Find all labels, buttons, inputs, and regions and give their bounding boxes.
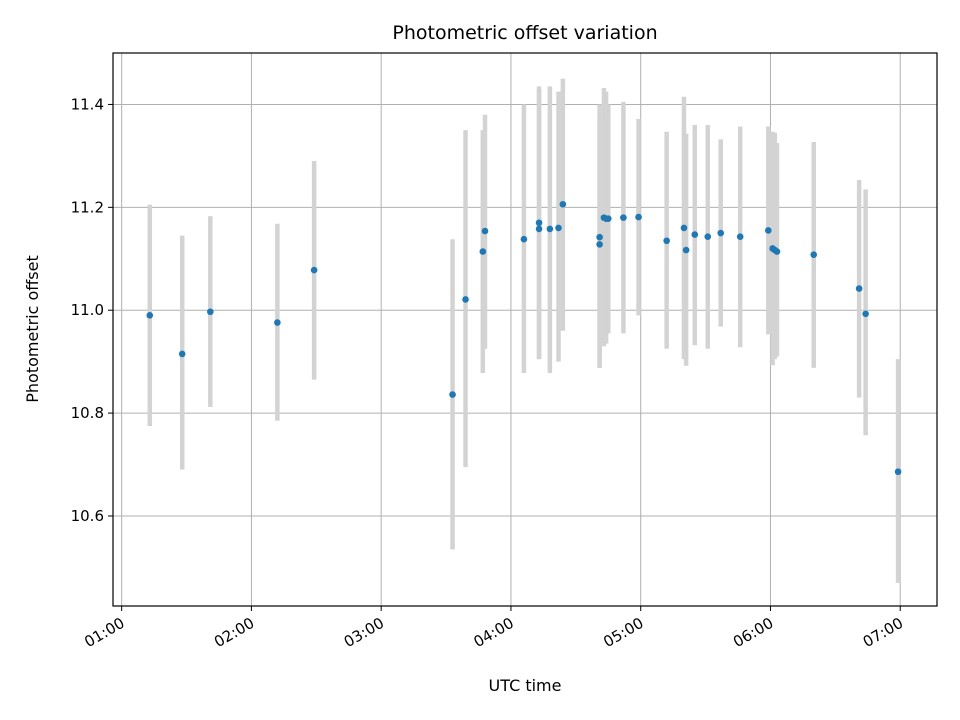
- data-point: [691, 231, 699, 238]
- data-points: [146, 200, 902, 476]
- y-tick-label: 10.6: [71, 507, 104, 525]
- data-point: [765, 227, 772, 234]
- data-point: [535, 219, 543, 227]
- data-point: [274, 319, 281, 326]
- data-point: [717, 229, 725, 237]
- y-tick-label: 11.2: [71, 198, 104, 216]
- data-point: [207, 308, 214, 316]
- data-point: [555, 224, 562, 232]
- data-point: [481, 227, 489, 235]
- data-point: [310, 266, 318, 274]
- y-axis-label: Photometric offset: [23, 255, 42, 403]
- data-point: [620, 214, 627, 221]
- data-point: [596, 241, 603, 248]
- data-point: [604, 215, 612, 222]
- chart-title: Photometric offset variation: [392, 22, 657, 44]
- x-axis-label: UTC time: [489, 676, 562, 695]
- data-point: [535, 225, 543, 233]
- data-point: [663, 237, 670, 245]
- data-point: [736, 233, 744, 240]
- data-point: [178, 350, 186, 358]
- data-point: [810, 251, 818, 258]
- data-point: [894, 468, 902, 476]
- data-point: [479, 248, 487, 255]
- data-point: [596, 233, 603, 241]
- y-axis-ticks: 10.6 10.8 11.0 11.2 11.4: [71, 95, 113, 525]
- data-point: [146, 312, 154, 319]
- data-point: [680, 224, 688, 232]
- plot-area: [112, 52, 938, 607]
- y-tick-label: 11.0: [71, 301, 104, 319]
- data-point: [546, 225, 554, 233]
- plot-frame: [112, 52, 938, 607]
- data-point: [855, 285, 863, 292]
- data-point: [862, 310, 869, 318]
- data-point: [559, 200, 567, 208]
- data-point: [449, 391, 456, 398]
- data-point: [773, 248, 781, 255]
- y-tick-label: 10.8: [71, 404, 104, 422]
- y-tick-label: 11.4: [71, 95, 104, 113]
- data-point: [704, 233, 712, 240]
- data-point: [462, 296, 469, 303]
- data-point: [635, 213, 642, 221]
- data-point: [520, 235, 528, 243]
- data-point: [682, 246, 690, 254]
